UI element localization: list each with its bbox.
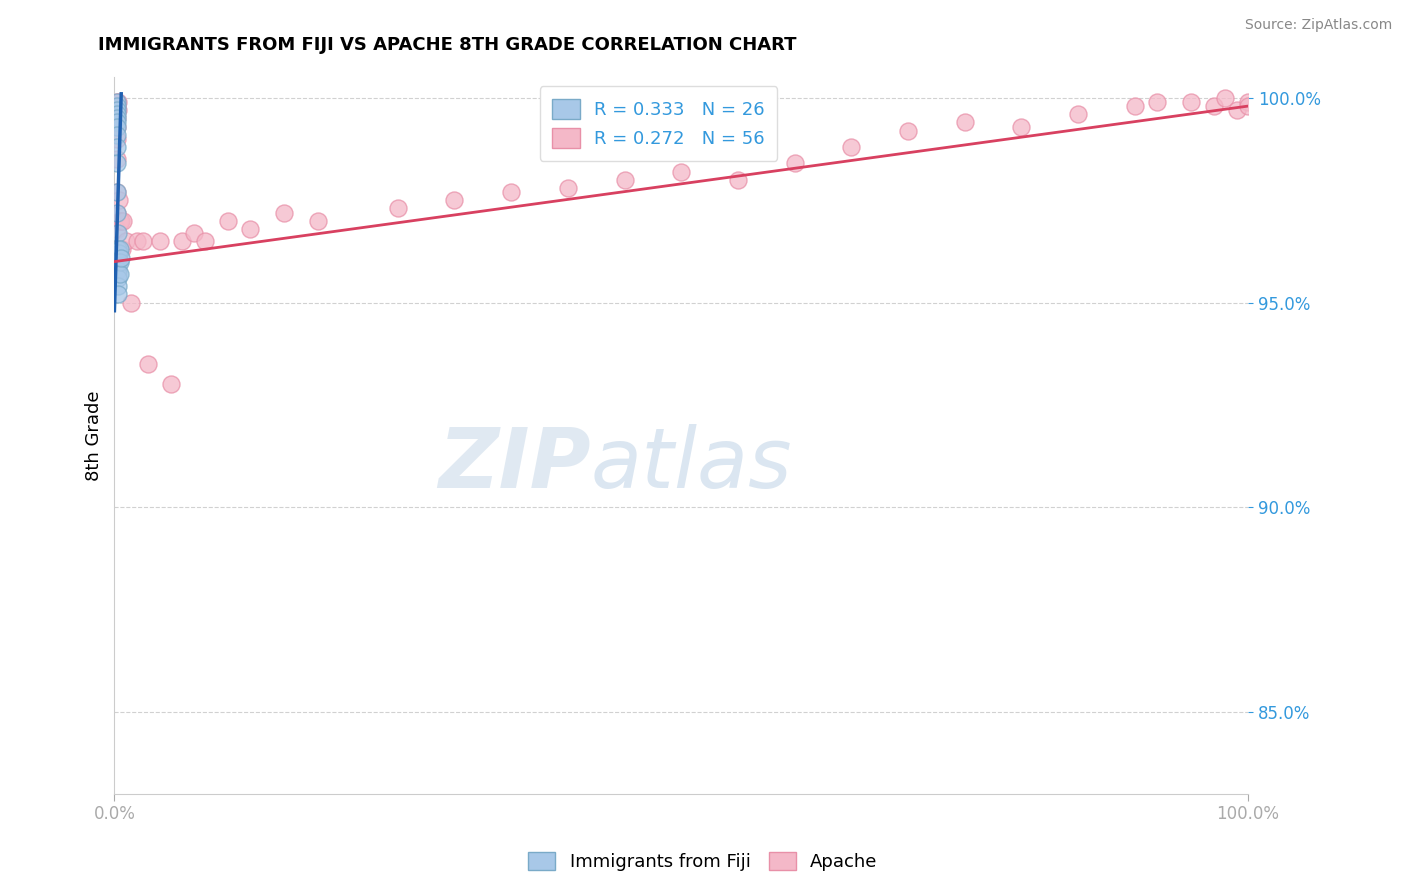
Point	[111, 243, 134, 257]
Point	[783, 156, 806, 170]
Point	[105, 95, 128, 109]
Point	[1146, 95, 1168, 109]
Point	[1180, 95, 1202, 109]
Point	[105, 112, 128, 126]
Point	[107, 287, 129, 301]
Point	[107, 226, 129, 240]
Point	[172, 234, 194, 248]
Point	[108, 243, 131, 257]
Point	[105, 128, 128, 142]
Point	[105, 205, 128, 219]
Point	[110, 251, 132, 265]
Point	[669, 164, 692, 178]
Point	[105, 95, 128, 109]
Legend: R = 0.333   N = 26, R = 0.272   N = 56: R = 0.333 N = 26, R = 0.272 N = 56	[540, 87, 778, 161]
Point	[105, 99, 128, 113]
Point	[105, 99, 128, 113]
Point	[107, 262, 129, 277]
Point	[125, 234, 148, 248]
Point	[108, 243, 131, 257]
Point	[105, 156, 128, 170]
Legend: Immigrants from Fiji, Apache: Immigrants from Fiji, Apache	[522, 845, 884, 879]
Point	[105, 120, 128, 134]
Point	[387, 202, 409, 216]
Point	[105, 112, 128, 126]
Point	[897, 123, 920, 137]
Point	[120, 295, 142, 310]
Point	[132, 234, 155, 248]
Point	[110, 213, 132, 227]
Point	[1202, 99, 1225, 113]
Point	[107, 267, 129, 281]
Point	[107, 251, 129, 265]
Point	[160, 377, 183, 392]
Point	[953, 115, 976, 129]
Point	[105, 222, 128, 236]
Point	[839, 140, 862, 154]
Point	[108, 243, 131, 257]
Point	[727, 173, 749, 187]
Point	[105, 205, 128, 219]
Point	[108, 193, 131, 207]
Point	[107, 243, 129, 257]
Text: IMMIGRANTS FROM FIJI VS APACHE 8TH GRADE CORRELATION CHART: IMMIGRANTS FROM FIJI VS APACHE 8TH GRADE…	[98, 36, 797, 54]
Point	[1067, 107, 1090, 121]
Point	[108, 267, 131, 281]
Text: atlas: atlas	[591, 424, 792, 505]
Point	[149, 234, 172, 248]
Point	[107, 95, 129, 109]
Point	[112, 213, 135, 227]
Point	[501, 185, 523, 199]
Point	[183, 226, 205, 240]
Point	[108, 254, 131, 268]
Point	[105, 153, 128, 167]
Text: ZIP: ZIP	[437, 424, 591, 505]
Point	[105, 140, 128, 154]
Point	[107, 279, 129, 293]
Point	[443, 193, 465, 207]
Point	[114, 234, 136, 248]
Point	[239, 222, 262, 236]
Point	[105, 103, 128, 118]
Point	[107, 254, 129, 268]
Point	[1213, 91, 1236, 105]
Point	[307, 213, 329, 227]
Text: Source: ZipAtlas.com: Source: ZipAtlas.com	[1244, 18, 1392, 32]
Point	[217, 213, 239, 227]
Point	[105, 115, 128, 129]
Point	[1010, 120, 1032, 134]
Y-axis label: 8th Grade: 8th Grade	[86, 391, 103, 481]
Point	[1237, 95, 1260, 109]
Point	[105, 185, 128, 199]
Point	[557, 181, 579, 195]
Point	[108, 213, 131, 227]
Point	[105, 107, 128, 121]
Point	[1226, 103, 1249, 118]
Point	[108, 246, 131, 260]
Point	[1123, 99, 1146, 113]
Point	[107, 103, 129, 118]
Point	[138, 357, 160, 371]
Point	[105, 120, 128, 134]
Point	[105, 132, 128, 146]
Point	[105, 103, 128, 118]
Point	[194, 234, 217, 248]
Point	[105, 185, 128, 199]
Point	[613, 173, 636, 187]
Point	[107, 243, 129, 257]
Point	[105, 243, 128, 257]
Point	[1237, 99, 1260, 113]
Point	[273, 205, 295, 219]
Point	[107, 271, 129, 285]
